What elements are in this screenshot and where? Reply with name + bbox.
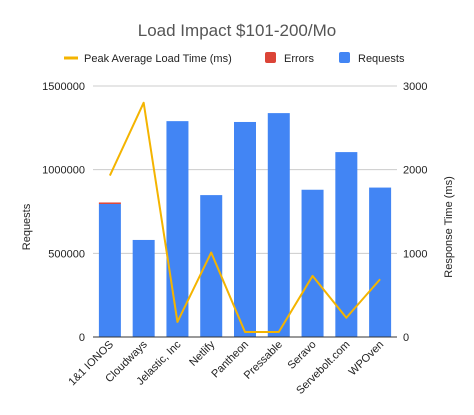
legend: Peak Average Load Time (ms) Errors Request… <box>64 52 405 65</box>
legend-label: Requests <box>358 53 405 65</box>
left-axis-title: Requests <box>21 203 33 250</box>
requests-bar <box>132 239 155 337</box>
left-tick-label: 1500000 <box>42 81 85 93</box>
requests-bar <box>301 189 324 337</box>
load-time-line <box>108 101 381 333</box>
line-series <box>108 101 381 333</box>
requests-bar <box>98 203 121 337</box>
requests-bar <box>335 152 358 337</box>
right-axis-ticks: 0 1000 2000 3000 <box>403 81 427 344</box>
errors-bar <box>98 202 121 204</box>
chart-title: Load Impact $101-200/Mo <box>138 21 336 40</box>
left-tick-label: 500000 <box>48 248 85 260</box>
left-tick-label: 1000000 <box>42 165 85 177</box>
requests-bar <box>200 195 223 337</box>
left-tick-label: 0 <box>79 332 85 344</box>
right-tick-label: 0 <box>403 332 409 344</box>
legend-swatch <box>265 52 276 63</box>
right-tick-label: 1000 <box>403 248 427 260</box>
left-axis-ticks: 0 500000 1000000 1500000 <box>42 81 85 344</box>
requests-bar <box>267 113 290 337</box>
requests-bar <box>369 187 392 337</box>
right-tick-label: 2000 <box>403 165 427 177</box>
legend-swatch <box>339 52 350 63</box>
legend-label: Peak Average Load Time (ms) <box>84 53 232 65</box>
legend-label: Errors <box>284 53 314 65</box>
requests-bar <box>234 121 256 337</box>
right-axis-title: Response Time (ms) <box>443 176 455 277</box>
right-tick-label: 3000 <box>403 81 427 93</box>
